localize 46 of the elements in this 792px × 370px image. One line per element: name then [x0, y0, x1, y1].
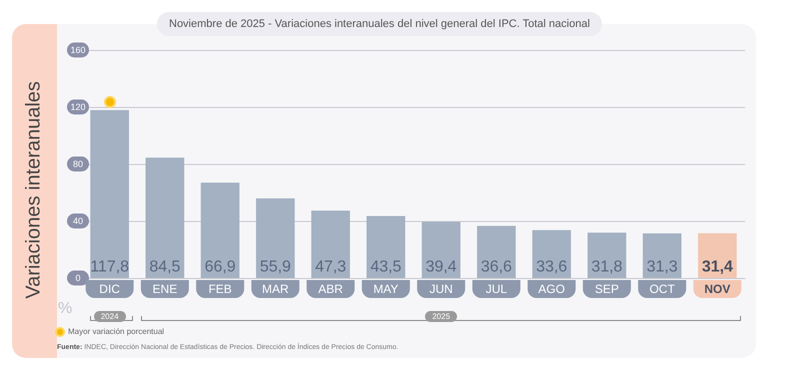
y-tick-label: 40 [72, 216, 84, 226]
x-tick-label: SEP [594, 282, 619, 296]
bar [256, 198, 295, 278]
data-label: 66,9 [204, 258, 236, 276]
bar [146, 158, 184, 278]
y-tick-label: 0 [75, 273, 81, 283]
x-tick-label: MAR [262, 282, 290, 296]
x-tick-label: ENE [152, 282, 178, 296]
bar [422, 222, 460, 278]
text: % [58, 300, 72, 318]
x-tick-label: MAY [373, 282, 398, 296]
y-tick-label: 160 [70, 45, 86, 55]
y-tick-label: 120 [70, 102, 86, 112]
y-tick-label: 80 [72, 159, 84, 169]
text: 2025 [425, 311, 458, 322]
text: 2024 [94, 311, 126, 322]
x-tick-label: FEB [208, 282, 232, 296]
chart-title: Noviembre de 2025 - Variaciones interanuales del nivel general del IPC. Total nacional [157, 12, 602, 36]
text: Mayor variación porcentual [68, 327, 164, 337]
bar [200, 182, 240, 278]
bar [532, 230, 571, 278]
x-tick-label: AGO [538, 282, 565, 296]
data-label: 43,5 [370, 258, 402, 276]
bar [477, 226, 516, 278]
x-tick-label: OCT [649, 282, 676, 296]
bar [588, 232, 626, 278]
y-axis-title: Variaciones interanuales [22, 81, 46, 299]
data-label: 33,6 [536, 258, 568, 276]
bar [366, 216, 406, 278]
x-tick-label: ABR [318, 282, 344, 296]
data-label: 55,9 [260, 258, 292, 276]
data-label: 31,8 [591, 258, 623, 276]
bar [90, 110, 129, 278]
data-label: 47,3 [315, 258, 346, 276]
x-tick-label: JUL [486, 282, 508, 296]
x-tick-label: DIC [99, 282, 120, 296]
data-label: 31,3 [646, 258, 678, 276]
bar [642, 233, 682, 278]
x-tick-label: JUN [429, 282, 453, 296]
data-label: 39,4 [426, 258, 457, 276]
data-label: 84,5 [149, 258, 181, 276]
x-tick-label: NOV [704, 282, 730, 296]
data-label: 117,8 [90, 258, 130, 276]
bar [311, 210, 350, 278]
data-label: 36,6 [480, 258, 512, 276]
data-label: 31,4 [702, 258, 734, 276]
